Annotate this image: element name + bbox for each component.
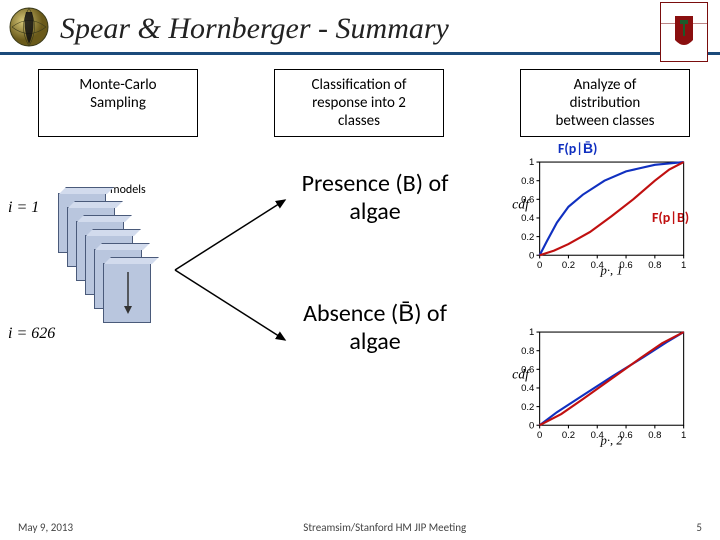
footer-meeting: Streamsim/Stanford HM JIP Meeting — [303, 521, 466, 534]
svg-text:0.4: 0.4 — [521, 383, 535, 394]
svg-text:0: 0 — [529, 250, 534, 261]
chart-bottom: 00.20.40.60.8100.20.40.60.81p·, 2cdf — [510, 325, 690, 445]
absence-text: Absence (B̄) ofalgae — [275, 300, 475, 355]
footer-page: 5 — [696, 521, 702, 534]
svg-text:0.8: 0.8 — [648, 260, 661, 271]
svg-text:0.8: 0.8 — [521, 346, 534, 357]
svg-text:1: 1 — [529, 157, 534, 168]
page-title: Spear & Hornberger - Summary — [60, 12, 700, 46]
svg-text:0: 0 — [529, 420, 534, 431]
box-center-text: Classification ofresponse into 2classes — [311, 76, 406, 130]
models-stack: models — [50, 185, 170, 305]
svg-text:cdf: cdf — [512, 367, 531, 382]
svg-text:1: 1 — [529, 327, 534, 338]
header: Spear & Hornberger - Summary — [0, 0, 720, 55]
main-content: i = 1 i = 626 models Presence (B) ofalga… — [0, 145, 720, 485]
svg-text:0.4: 0.4 — [521, 213, 535, 224]
models-label: models — [110, 183, 146, 197]
svg-text:0.2: 0.2 — [562, 430, 575, 441]
index-end: i = 626 — [8, 325, 55, 343]
svg-text:0: 0 — [537, 260, 542, 271]
box-monte-carlo: Monte-CarloSampling — [38, 69, 198, 137]
svg-text:p·, 1: p·, 1 — [600, 263, 623, 277]
footer: May 9, 2013 Streamsim/Stanford HM JIP Me… — [0, 521, 720, 534]
globe-logo-icon — [8, 6, 50, 48]
svg-text:0.2: 0.2 — [521, 232, 534, 243]
svg-text:1: 1 — [681, 260, 686, 271]
box-classification: Classification ofresponse into 2classes — [274, 69, 444, 137]
chart-top: 00.20.40.60.8100.20.40.60.81p·, 1cdf — [510, 155, 690, 275]
top-boxes-row: Monte-CarloSampling Classification ofres… — [0, 55, 720, 145]
svg-text:0.2: 0.2 — [521, 402, 534, 413]
svg-text:1: 1 — [681, 430, 686, 441]
svg-text:cdf: cdf — [512, 197, 531, 212]
model-cube — [103, 263, 151, 323]
index-start: i = 1 — [8, 199, 39, 217]
svg-text:0.8: 0.8 — [648, 430, 661, 441]
box-analyze: Analyze ofdistributionbetween classes — [520, 69, 690, 137]
stanford-logo-icon — [660, 2, 708, 62]
svg-text:0.8: 0.8 — [521, 176, 534, 187]
svg-text:p·, 2: p·, 2 — [600, 433, 624, 447]
footer-date: May 9, 2013 — [18, 521, 73, 534]
presence-text: Presence (B) ofalgae — [275, 170, 475, 225]
box-left-text: Monte-CarloSampling — [79, 76, 156, 112]
svg-text:0: 0 — [537, 430, 542, 441]
svg-text:0.2: 0.2 — [562, 260, 575, 271]
box-right-text: Analyze ofdistributionbetween classes — [555, 76, 654, 130]
